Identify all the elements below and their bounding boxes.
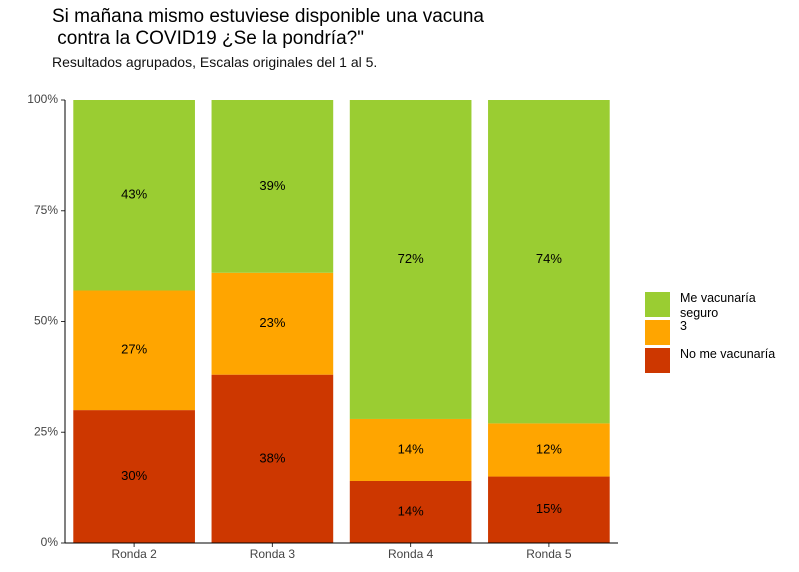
legend-label-box: No me vacunaría: [680, 347, 776, 361]
bar-segment: [349, 480, 472, 543]
chart-subtitle: Resultados agrupados, Escalas originales…: [52, 54, 378, 70]
legend-label-box: Me vacunaría seguro: [680, 291, 756, 320]
legend-label-box: 3: [680, 319, 687, 333]
legend-swatch: [645, 320, 670, 345]
y-tick-label: 0%: [41, 535, 59, 549]
bar-segment: [211, 100, 334, 273]
legend-label: 3: [680, 319, 687, 333]
legend-swatch: [645, 292, 670, 317]
y-tick-label: 25%: [34, 424, 58, 438]
x-tick-label: Ronda 5: [526, 547, 572, 561]
plot-area: [73, 100, 610, 543]
bar-segment: [73, 290, 195, 411]
data-label: 12%: [536, 441, 562, 456]
x-tick-label: Ronda 2: [111, 547, 157, 561]
bar-segment: [211, 272, 334, 375]
x-tick-label: Ronda 4: [388, 547, 434, 561]
chart-title: Si mañana mismo estuviese disponible una…: [52, 6, 484, 49]
bar-segment: [488, 476, 610, 543]
bar-segment: [211, 374, 334, 543]
data-label: 15%: [536, 501, 562, 516]
data-label: 30%: [121, 468, 147, 483]
bar-segment: [349, 418, 472, 481]
bar-segment: [73, 100, 195, 291]
bar-segment: [349, 100, 472, 419]
data-label: 43%: [121, 187, 147, 202]
data-label: 14%: [398, 503, 424, 518]
bar-segment: [73, 410, 195, 543]
data-label: 27%: [121, 342, 147, 357]
legend-label: No me vacunaría: [680, 347, 776, 361]
data-label: 72%: [398, 251, 424, 266]
y-tick-label: 100%: [27, 92, 58, 106]
legend-swatch: [645, 348, 670, 373]
y-tick-label: 50%: [34, 314, 58, 328]
x-tick-label: Ronda 3: [250, 547, 296, 561]
bar-segment: [488, 423, 610, 477]
data-label: 14%: [398, 441, 424, 456]
bar-segment: [488, 100, 610, 424]
data-label: 23%: [259, 315, 285, 330]
y-tick-label: 75%: [34, 203, 58, 217]
data-label: 74%: [536, 251, 562, 266]
data-label: 38%: [259, 450, 285, 465]
data-label: 39%: [259, 178, 285, 193]
legend-label: Me vacunaría seguro: [680, 291, 756, 320]
